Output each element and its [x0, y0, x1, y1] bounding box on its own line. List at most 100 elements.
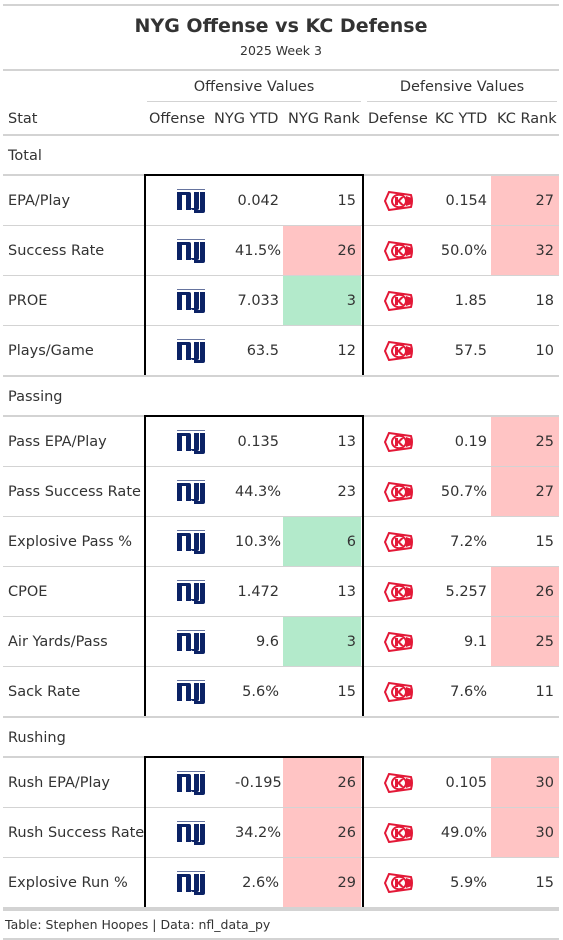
nyg-ytd-value: 10.3%: [235, 534, 282, 550]
col-header-nyg-rank: NYG Rank: [288, 111, 360, 127]
group-label: Rushing: [3, 718, 559, 758]
chiefs-logo-icon: [365, 276, 433, 325]
stat-name: Pass Success Rate: [8, 484, 141, 500]
spanner-offensive-label: Offensive Values: [193, 79, 315, 95]
column-headers: Stat Offense NYG YTD NYG Rank Defense KC…: [3, 102, 559, 136]
spanner-defensive-values: Defensive Values: [367, 71, 557, 102]
nyg-rank-value: 6: [283, 517, 361, 566]
table-row: Sack Rate 5.6% 15 7.6% 11: [3, 667, 559, 716]
chiefs-logo-icon: [365, 226, 433, 275]
kc-rank-value: 27: [491, 176, 559, 225]
giants-logo-icon: [147, 517, 235, 566]
table-row: Explosive Run % 2.6% 29 5.9% 15: [3, 858, 559, 907]
chiefs-logo-icon: [365, 567, 433, 616]
table-row: Rush EPA/Play -0.195 26 0.105 30: [3, 758, 559, 808]
kc-ytd-value: 50.0%: [440, 243, 487, 259]
chiefs-logo-icon: [365, 758, 433, 807]
kc-rank-value: 15: [535, 534, 554, 550]
chiefs-logo-icon: [365, 808, 433, 857]
chiefs-logo-icon: [365, 517, 433, 566]
giants-logo-icon: [147, 226, 235, 275]
table-row: Success Rate 41.5% 26 50.0% 32: [3, 226, 559, 276]
table-row: Pass EPA/Play 0.135 13 0.19 25: [3, 417, 559, 467]
nyg-rank-value: 26: [283, 226, 361, 275]
stats-table: NYG Offense vs KC Defense 2025 Week 3 Of…: [3, 4, 559, 940]
table-row: Explosive Pass % 10.3% 6 7.2% 15: [3, 517, 559, 567]
group-rows: Pass EPA/Play 0.135 13 0.19 25 Pass Success R…: [3, 415, 559, 716]
giants-logo-icon: [147, 326, 235, 375]
group-label: Passing: [3, 377, 559, 417]
kc-rank-value: 27: [491, 467, 559, 516]
col-header-defense: Defense: [368, 111, 428, 127]
nyg-ytd-value: 63.5: [246, 343, 279, 359]
kc-rank-value: 25: [491, 417, 559, 466]
kc-rank-value: 30: [491, 758, 559, 807]
spanner-offensive-values: Offensive Values: [147, 71, 361, 102]
stat-name: PROE: [8, 293, 48, 309]
group-rows: EPA/Play 0.042 15 0.154 27 Success Rate 41.5% 2…: [3, 174, 559, 375]
giants-logo-icon: [147, 617, 235, 666]
col-header-nyg-ytd: NYG YTD: [214, 111, 279, 127]
col-header-offense: Offense: [149, 111, 205, 127]
table-row: Pass Success Rate 44.3% 23 50.7% 27: [3, 467, 559, 517]
nyg-rank-value: 3: [283, 617, 361, 666]
group-top-rule: [144, 174, 364, 176]
stat-name: Sack Rate: [8, 684, 81, 700]
nyg-rank-value: 3: [283, 276, 361, 325]
table-row: Plays/Game 63.5 12 57.5 10: [3, 326, 559, 375]
spanner-defensive-label: Defensive Values: [399, 79, 525, 95]
nyg-ytd-value: 7.033: [237, 293, 279, 309]
table-body: Total EPA/Play 0.042 15 0.154 27 Success Rate 4…: [3, 136, 559, 909]
kc-ytd-value: 0.105: [445, 775, 487, 791]
chiefs-logo-icon: [365, 858, 433, 907]
chiefs-logo-icon: [365, 176, 433, 225]
col-header-kc-ytd: KC YTD: [435, 111, 488, 127]
stat-name: Air Yards/Pass: [8, 634, 108, 650]
giants-logo-icon: [147, 276, 235, 325]
group-bottom-rule: [3, 716, 559, 718]
nyg-ytd-value: 9.6: [255, 634, 279, 650]
defense-divider: [362, 756, 364, 907]
group-label: Total: [3, 136, 559, 176]
nyg-rank-value: 26: [283, 758, 361, 807]
offense-divider: [144, 174, 146, 375]
kc-ytd-value: 7.6%: [450, 684, 487, 700]
nyg-rank-value: 13: [337, 434, 356, 450]
nyg-rank-value: 26: [283, 808, 361, 857]
nyg-ytd-value: 41.5%: [235, 243, 282, 259]
nyg-ytd-value: 44.3%: [235, 484, 282, 500]
column-spanners: Offensive Values Defensive Values: [3, 71, 559, 102]
kc-ytd-value: 50.7%: [440, 484, 487, 500]
chiefs-logo-icon: [365, 417, 433, 466]
stat-name: Plays/Game: [8, 343, 94, 359]
nyg-rank-value: 12: [337, 343, 356, 359]
giants-logo-icon: [147, 176, 235, 225]
kc-ytd-value: 1.85: [454, 293, 487, 309]
chiefs-logo-icon: [365, 326, 433, 375]
kc-rank-value: 32: [491, 226, 559, 275]
table-row: Rush Success Rate 34.2% 26 49.0% 30: [3, 808, 559, 858]
group-bottom-rule: [3, 375, 559, 377]
nyg-ytd-value: -0.195: [235, 775, 282, 791]
defense-divider: [362, 174, 364, 375]
chiefs-logo-icon: [365, 667, 433, 716]
top-rule: [3, 4, 559, 6]
kc-ytd-value: 7.2%: [450, 534, 487, 550]
stat-name: Explosive Run %: [8, 875, 128, 891]
giants-logo-icon: [147, 467, 235, 516]
giants-logo-icon: [147, 808, 235, 857]
giants-logo-icon: [147, 858, 235, 907]
table-row: EPA/Play 0.042 15 0.154 27: [3, 176, 559, 226]
kc-rank-value: 15: [535, 875, 554, 891]
defense-divider: [362, 415, 364, 716]
table-row: Air Yards/Pass 9.6 3 9.1 25: [3, 617, 559, 667]
kc-rank-value: 25: [491, 617, 559, 666]
stat-name: Pass EPA/Play: [8, 434, 107, 450]
col-header-kc-rank: KC Rank: [497, 111, 557, 127]
group-rows: Rush EPA/Play -0.195 26 0.105 30 Rush Success…: [3, 756, 559, 907]
kc-ytd-value: 0.19: [454, 434, 487, 450]
table-row: PROE 7.033 3 1.85 18: [3, 276, 559, 326]
col-header-stat: Stat: [8, 111, 38, 127]
giants-logo-icon: [147, 758, 235, 807]
offense-divider: [144, 415, 146, 716]
